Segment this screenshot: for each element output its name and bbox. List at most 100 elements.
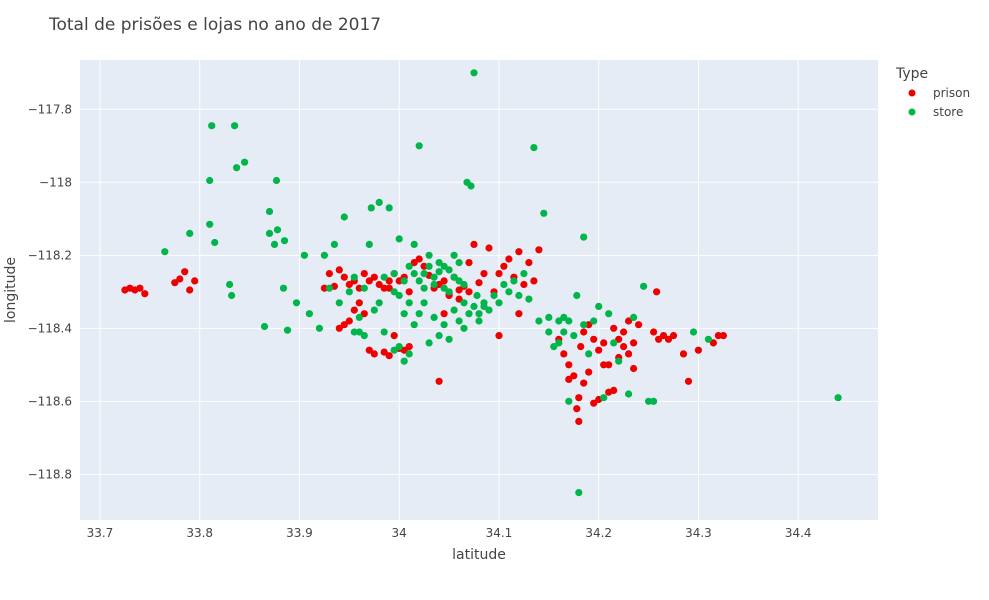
prison-point[interactable]	[410, 259, 418, 267]
store-point[interactable]	[425, 251, 433, 259]
prison-point[interactable]	[385, 352, 393, 360]
store-point[interactable]	[530, 144, 538, 152]
prison-point[interactable]	[380, 284, 388, 292]
prison-point[interactable]	[171, 279, 179, 287]
prison-point[interactable]	[141, 290, 149, 298]
prison-point[interactable]	[500, 262, 508, 270]
store-point[interactable]	[435, 332, 443, 340]
prison-point[interactable]	[560, 350, 568, 358]
prison-point[interactable]	[320, 284, 328, 292]
store-point[interactable]	[630, 313, 638, 321]
prison-point[interactable]	[465, 259, 473, 267]
prison-point[interactable]	[650, 328, 658, 336]
prison-point[interactable]	[136, 284, 144, 292]
prison-point[interactable]	[605, 388, 613, 396]
prison-point[interactable]	[335, 324, 343, 332]
store-point[interactable]	[580, 321, 588, 329]
prison-point[interactable]	[355, 299, 363, 307]
store-point[interactable]	[320, 251, 328, 259]
store-point[interactable]	[360, 284, 368, 292]
prison-point[interactable]	[684, 377, 693, 385]
prison-point[interactable]	[495, 270, 503, 278]
prison-point[interactable]	[575, 417, 583, 425]
store-point[interactable]	[390, 346, 398, 354]
store-point[interactable]	[231, 122, 239, 130]
store-point[interactable]	[555, 317, 563, 325]
prison-point[interactable]	[191, 277, 199, 285]
store-point[interactable]	[161, 248, 169, 256]
prison-point[interactable]	[505, 255, 513, 263]
prison-point[interactable]	[600, 361, 608, 369]
store-point[interactable]	[415, 310, 423, 318]
prison-point[interactable]	[335, 266, 343, 274]
prison-point[interactable]	[669, 332, 678, 340]
store-point[interactable]	[260, 322, 269, 331]
store-point[interactable]	[425, 339, 433, 347]
prison-point[interactable]	[405, 288, 413, 296]
store-point[interactable]	[467, 182, 475, 190]
store-point[interactable]	[650, 397, 658, 405]
prison-point[interactable]	[575, 394, 583, 402]
store-point[interactable]	[565, 317, 573, 325]
store-point[interactable]	[615, 357, 623, 365]
prison-point[interactable]	[520, 280, 528, 289]
store-point[interactable]	[405, 299, 413, 307]
store-point[interactable]	[520, 270, 528, 278]
prison-point[interactable]	[535, 246, 543, 254]
prison-point[interactable]	[620, 328, 628, 336]
store-point[interactable]	[370, 306, 378, 314]
prison-point[interactable]	[440, 310, 448, 318]
store-point[interactable]	[689, 328, 698, 336]
store-point[interactable]	[640, 282, 648, 290]
store-point[interactable]	[325, 284, 333, 292]
prison-point[interactable]	[694, 346, 703, 354]
store-point[interactable]	[545, 328, 553, 336]
prison-point[interactable]	[625, 350, 633, 358]
store-point[interactable]	[350, 328, 358, 336]
prison-point[interactable]	[350, 306, 358, 314]
store-point[interactable]	[440, 284, 448, 292]
prison-point[interactable]	[600, 339, 608, 347]
store-point[interactable]	[335, 299, 343, 307]
prison-point[interactable]	[340, 321, 348, 329]
store-point[interactable]	[473, 291, 481, 300]
prison-point[interactable]	[186, 286, 194, 294]
store-point[interactable]	[410, 240, 418, 248]
prison-point[interactable]	[440, 277, 448, 285]
prison-point[interactable]	[565, 375, 573, 383]
prison-point[interactable]	[590, 399, 598, 407]
prison-point[interactable]	[340, 273, 348, 281]
store-point[interactable]	[208, 122, 216, 130]
prison-point[interactable]	[585, 368, 593, 376]
prison-point[interactable]	[370, 350, 378, 358]
prison-point[interactable]	[465, 288, 473, 296]
store-point[interactable]	[440, 262, 448, 270]
store-point[interactable]	[211, 238, 219, 247]
store-point[interactable]	[345, 288, 353, 296]
prison-point[interactable]	[664, 335, 673, 343]
store-point[interactable]	[475, 317, 483, 325]
store-point[interactable]	[226, 280, 234, 289]
store-point[interactable]	[375, 198, 383, 206]
prison-point[interactable]	[385, 284, 393, 292]
store-point[interactable]	[395, 291, 403, 300]
store-point[interactable]	[233, 164, 241, 172]
store-point[interactable]	[445, 266, 453, 274]
prison-point[interactable]	[610, 324, 618, 332]
prison-point[interactable]	[181, 268, 189, 276]
store-point[interactable]	[450, 306, 458, 314]
store-point[interactable]	[580, 233, 588, 241]
prison-point[interactable]	[595, 346, 603, 354]
store-point[interactable]	[415, 142, 423, 150]
prison-point[interactable]	[580, 379, 588, 387]
store-point[interactable]	[455, 317, 463, 325]
store-point[interactable]	[495, 299, 503, 307]
store-point[interactable]	[410, 321, 418, 329]
store-point[interactable]	[595, 302, 603, 310]
store-point[interactable]	[585, 350, 593, 358]
store-point[interactable]	[355, 328, 363, 336]
store-point[interactable]	[515, 291, 523, 300]
prison-point[interactable]	[580, 328, 588, 336]
store-point[interactable]	[645, 397, 653, 405]
prison-point[interactable]	[405, 343, 413, 351]
